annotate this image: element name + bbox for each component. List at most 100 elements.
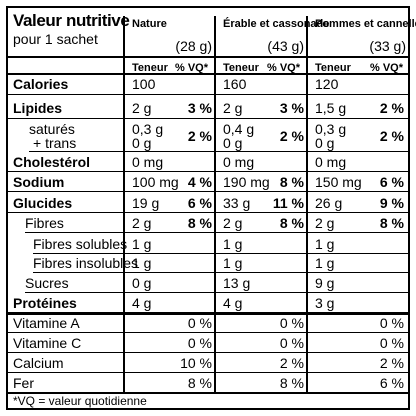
nutrient-label: Fibres insolubles [33,255,139,271]
row-divider [8,352,408,353]
cell-amount: 2 g [223,100,243,116]
nutrient-label: Protéines [13,295,77,311]
row-divider [29,151,408,152]
cell-amount: 4 g [132,295,152,311]
nutrient-label: Cholestérol [13,154,91,170]
nutrient-label: Fer [13,375,34,391]
column-name-nature: Nature [132,18,167,30]
subheader-vq: % VQ* [369,62,403,74]
cell-amount: 2 g [315,215,335,231]
cell-percent-dv: 8 % [187,375,212,391]
cell-percent-dv: 0 % [379,335,404,351]
cell-percent-dv: 6 % [187,195,212,211]
cell-amount: 19 g [132,195,160,211]
nutrient-label: Fibres [25,215,64,231]
cell-percent-dv: 0 % [279,335,304,351]
subheader-teneur: Teneur [315,62,351,74]
column-name-erable: Érable et cassonade [223,18,330,30]
cell-amount: 120 [315,76,339,92]
cell-percent-dv: 2 % [379,100,404,116]
cell-amount: 1,5 g [315,100,347,116]
cell-amount: 1 g [223,236,243,252]
row-divider [8,191,408,192]
row-divider [33,272,408,273]
row-divider [8,118,408,119]
footnote: *VQ = valeur quotidienne [13,394,147,408]
row-divider [8,332,408,333]
row-divider [8,171,408,172]
cell-amount: 2 g [132,215,152,231]
row-divider [8,94,408,95]
nutrition-facts-table: Valeur nutritive pour 1 sachet Nature Ér… [6,6,416,410]
cell-amount: 1 g [132,255,152,271]
cell-amount: 26 g [315,195,343,211]
column-amount-pommes: (33 g) [369,38,406,54]
cell-amount: 160 [223,76,247,92]
column-divider [306,16,308,392]
nutrient-label: Vitamine A [13,315,80,331]
nutrient-label-secondary: + trans [33,135,77,151]
cell-percent-dv: 6 % [379,375,404,391]
nutrient-label: Sodium [13,174,65,190]
cell-amount: 0 mg [223,154,255,170]
cell-percent-dv: 8 % [379,215,404,231]
nutrient-label: Calcium [13,355,64,371]
row-divider [33,253,408,254]
cell-amount-secondary: 0 g [223,135,243,151]
cell-amount: 2 g [223,215,243,231]
cell-amount-secondary: 0 g [315,135,335,151]
cell-percent-dv: 2 % [379,355,404,371]
cell-amount: 1 g [132,236,152,252]
subheader-teneur: Teneur [223,62,259,74]
nutrient-label: Fibres solubles [33,236,128,252]
column-divider [214,16,216,392]
cell-amount: 190 mg [223,174,270,190]
nutrient-label: Vitamine C [13,335,82,351]
nutrient-label: Glucides [13,195,73,211]
column-amount-nature: (28 g) [175,38,212,54]
rows-top-divider [8,73,408,75]
cell-percent-dv: 10 % [180,355,212,371]
cell-percent-dv: 9 % [379,195,404,211]
column-divider [123,16,125,392]
cell-percent-dv: 0 % [279,315,304,331]
cell-amount: 0,4 g [223,121,255,137]
cell-percent-dv: 0 % [379,315,404,331]
row-divider [8,372,408,373]
column-name-pommes: Pommes et cannelle [315,18,416,30]
cell-amount: 150 mg [315,174,362,190]
nutrient-label: Sucres [25,275,69,291]
subheader-vq: % VQ* [266,62,300,74]
cell-amount: 9 g [315,275,335,291]
cell-amount: 0 mg [132,154,164,170]
cell-amount: 100 mg [132,174,179,190]
cell-amount: 33 g [223,195,251,211]
cell-percent-dv: 2 % [379,128,404,144]
table-title: Valeur nutritive [13,11,130,30]
cell-amount: 0,3 g [315,121,347,137]
subheader-teneur: Teneur [132,62,168,74]
cell-percent-dv: 0 % [187,315,212,331]
header-divider [8,56,408,58]
column-amount-erable: (43 g) [267,38,304,54]
cell-amount: 0 mg [315,154,347,170]
cell-amount: 100 [132,76,156,92]
subheader-vq: % VQ* [174,62,208,74]
cell-amount: 3 g [315,295,335,311]
row-divider [25,232,408,233]
cell-percent-dv: 0 % [187,335,212,351]
cell-percent-dv: 8 % [279,375,304,391]
cell-percent-dv: 8 % [279,215,304,231]
cell-amount: 1 g [315,255,335,271]
cell-amount: 4 g [223,295,243,311]
cell-amount: 1 g [223,255,243,271]
cell-amount: 0 g [132,275,152,291]
nutrient-label: saturés [29,121,75,137]
cell-amount: 0,3 g [132,121,164,137]
section-divider [8,312,408,315]
nutrient-label: Calories [13,76,69,92]
cell-percent-dv: 2 % [279,128,304,144]
cell-amount: 2 g [132,100,152,116]
cell-amount: 13 g [223,275,251,291]
nutrient-label: Lipides [13,100,63,116]
